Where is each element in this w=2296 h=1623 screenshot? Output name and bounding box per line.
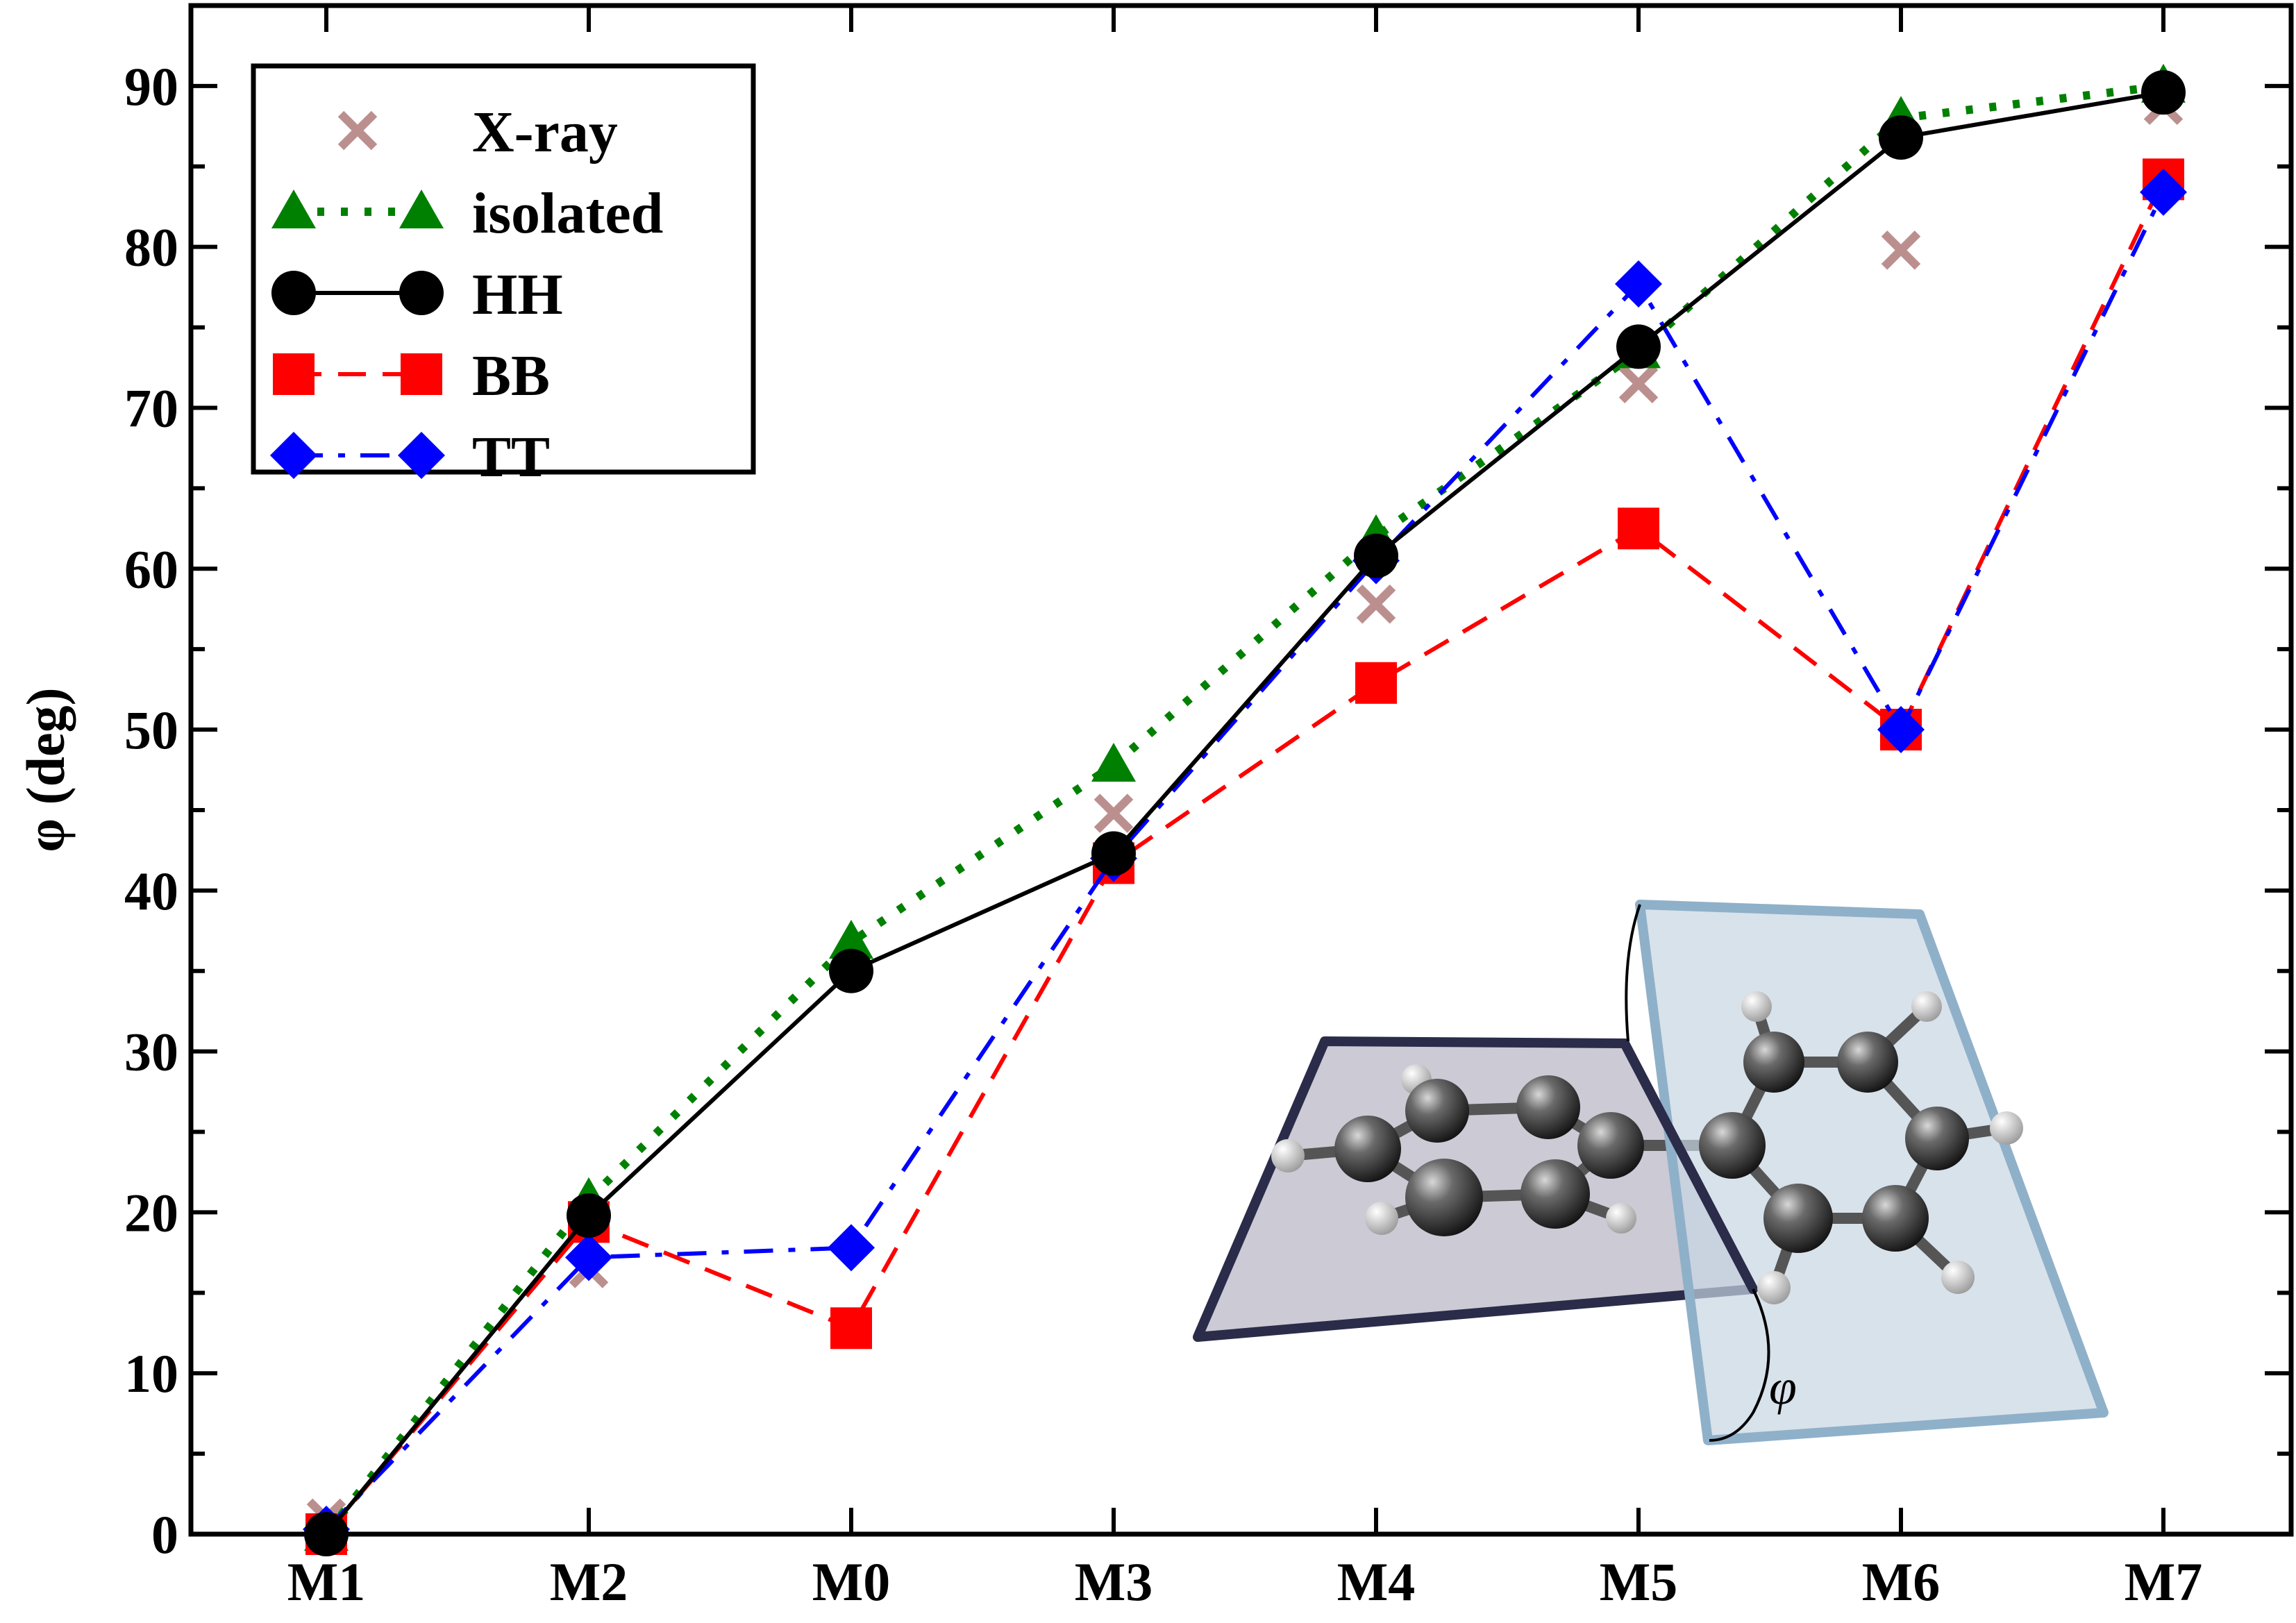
legend-marker (270, 432, 317, 479)
legend-entry: HH (271, 262, 563, 327)
y-tick-label: 30 (124, 1022, 178, 1082)
data-point (1091, 743, 1136, 782)
x-mark-stroke (1618, 364, 1659, 403)
y-tick-label: 20 (124, 1182, 178, 1243)
x-tick-label: M4 (1337, 1551, 1416, 1612)
x-tick-label: M3 (1075, 1551, 1153, 1612)
legend-marker (271, 190, 316, 228)
legend-box (251, 63, 756, 475)
legend-label: TT (472, 425, 550, 489)
angle-arc-top (1625, 904, 1641, 1042)
data-point (1356, 585, 1396, 624)
data-point (1877, 706, 1925, 754)
data-point (1881, 230, 1921, 270)
data-point (1093, 793, 1134, 833)
legend-entry: X-ray (337, 100, 618, 165)
legend-label: HH (472, 262, 563, 327)
data-point (567, 1193, 611, 1238)
x-tick-label: M7 (2125, 1551, 2203, 1612)
y-tick-label: 60 (124, 539, 178, 599)
series-line (324, 178, 2165, 1536)
data-point (1618, 507, 1659, 550)
carbon-atoms (1334, 1032, 1969, 1253)
series-line (324, 90, 2164, 1536)
angle-arc-bottom (1709, 1288, 1770, 1442)
data-point (565, 1234, 612, 1281)
plot-frame (188, 3, 2294, 1537)
biphenyl-inset: φ (1193, 900, 2109, 1445)
x-mark-stroke (1881, 230, 1921, 270)
data-point (830, 1307, 872, 1349)
right-ring-plane (1635, 900, 2109, 1445)
y-tick-label: 10 (124, 1343, 178, 1404)
y-axis-title: φ (deg) (15, 687, 76, 852)
left-plane-edge (1620, 1038, 1758, 1294)
data-point (829, 948, 873, 993)
x-tick-label: M1 (287, 1551, 366, 1612)
legend-marker (399, 271, 444, 315)
series-hh (304, 70, 2186, 1556)
data-point (304, 1512, 349, 1556)
legend-entry: TT (270, 425, 550, 489)
angle-label: φ (1769, 1359, 1797, 1415)
y-tick-label: 50 (124, 700, 178, 760)
data-point (1355, 662, 1397, 704)
y-tick-label: 80 (124, 217, 178, 278)
y-tick-label: 90 (124, 56, 178, 117)
x-mark-stroke (1093, 793, 1134, 833)
data-point (1354, 533, 1398, 578)
legend-marker (337, 110, 378, 151)
y-tick-label: 0 (151, 1504, 178, 1565)
data-point (2140, 168, 2187, 216)
legend-marker (271, 271, 316, 315)
data-point (828, 1224, 875, 1272)
data-point (829, 920, 873, 959)
y-tick-label: 70 (124, 378, 178, 438)
legend-marker (399, 190, 444, 228)
data-point (1616, 324, 1661, 369)
y-tick-label: 40 (124, 861, 178, 921)
axes: 0 10 20 30 40 50 60 70 80 90 M1 M2 M0 M3 M4 M5 M6 M7 φ (de… (15, 3, 2294, 1612)
data-point (1615, 260, 1662, 308)
legend-label: isolated (472, 181, 663, 246)
data-point (1091, 831, 1136, 876)
x-tick-label: M5 (1600, 1551, 1678, 1612)
data-point (1879, 115, 1923, 160)
data-point (2141, 70, 2186, 115)
legend-entry: BB (273, 344, 550, 408)
data-point (1618, 364, 1659, 403)
legend-marker (401, 353, 442, 395)
x-tick-label: M2 (550, 1551, 628, 1612)
legend-label: BB (472, 344, 550, 408)
series-layer (303, 63, 2187, 1556)
legend-marker (398, 432, 445, 479)
x-tick-label: M6 (1862, 1551, 1941, 1612)
legend-entry: isolated (271, 181, 663, 246)
x-mark-stroke (337, 110, 378, 151)
legend-label: X-ray (472, 100, 618, 165)
series-line (324, 191, 2165, 1531)
legend-marker (273, 353, 315, 395)
legend: X-ray isolated HH BB TT (251, 63, 756, 489)
x-tick-label: M0 (812, 1551, 891, 1612)
x-mark-stroke (1356, 585, 1396, 624)
